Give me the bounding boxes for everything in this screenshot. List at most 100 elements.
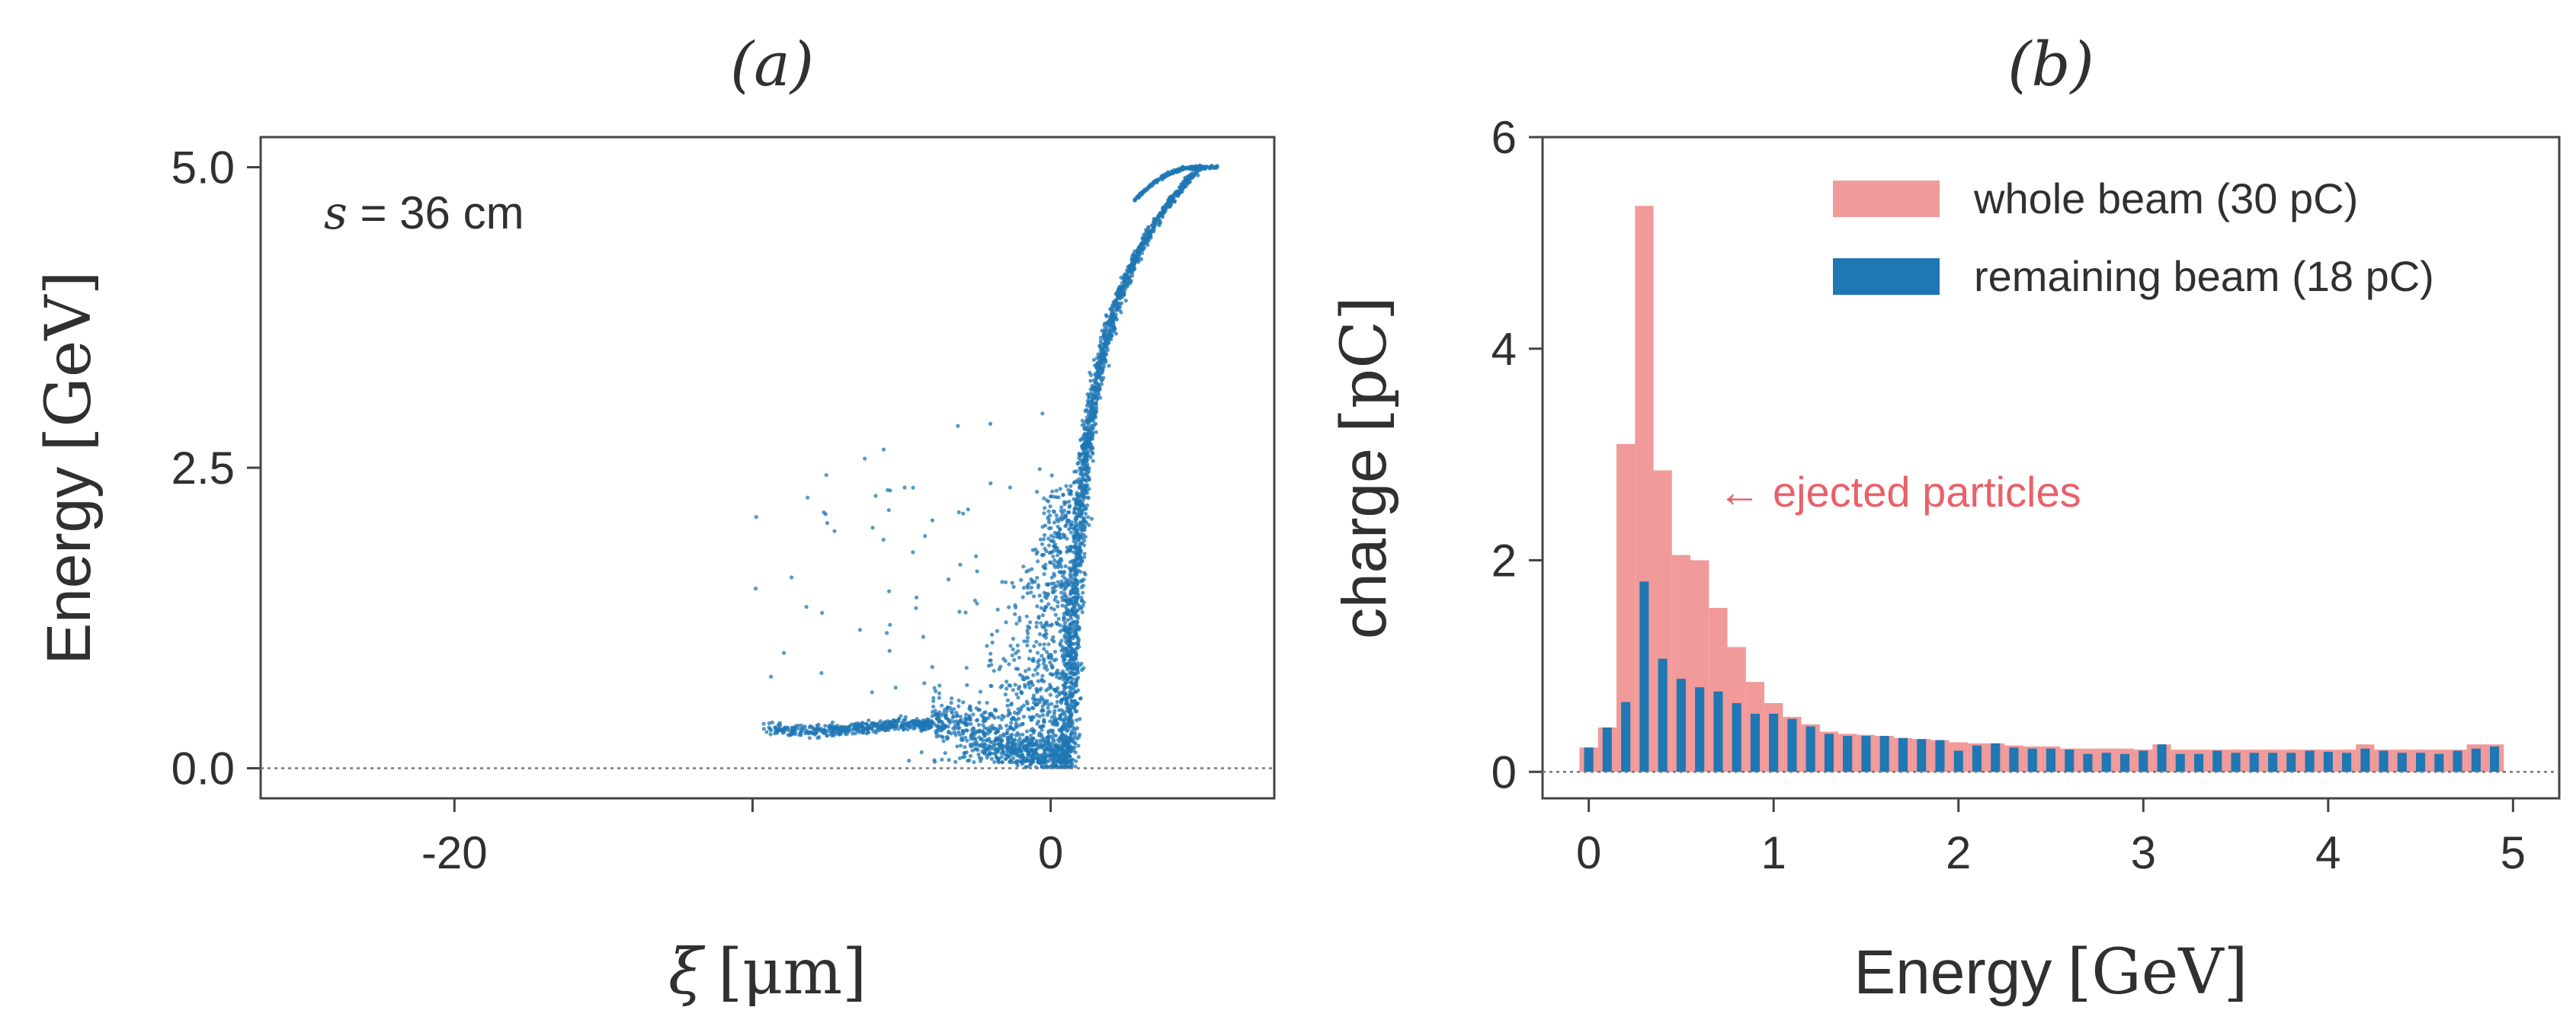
scatter-point (1007, 746, 1011, 750)
scatter-point (1062, 687, 1066, 692)
scatter-point (1155, 177, 1160, 182)
scatter-point (1012, 738, 1017, 743)
scatter-point (1031, 673, 1036, 677)
bar-remaining-beam (1584, 747, 1594, 772)
scatter-point (857, 730, 861, 734)
scatter-point (1030, 754, 1034, 759)
scatter-point (1039, 686, 1043, 691)
scatter-point (893, 724, 898, 729)
scatter-point (988, 481, 993, 486)
scatter-point (889, 725, 893, 730)
scatter-point (1049, 550, 1054, 555)
scatter-point (1087, 395, 1091, 400)
ylabel-word: Energy (34, 467, 104, 665)
scatter-point (1043, 506, 1047, 510)
scatter-point (887, 589, 892, 593)
scatter-point (1082, 525, 1088, 529)
scatter-point (947, 758, 951, 763)
scatter-point (1102, 356, 1107, 360)
scatter-point (1013, 683, 1017, 687)
scatter-point (1021, 745, 1026, 750)
scatter-point (1068, 504, 1072, 508)
scatter-point (1032, 644, 1036, 648)
y-tick-label: 0.0 (171, 743, 235, 795)
scatter-point (817, 735, 822, 740)
scatter-point (951, 714, 956, 718)
xlabel-unit: [μm] (718, 936, 867, 1009)
scatter-point (1104, 360, 1108, 364)
scatter-point (932, 686, 937, 690)
ylabel-word: charge (1330, 448, 1399, 639)
scatter-point (893, 686, 898, 690)
scatter-point (971, 726, 976, 731)
scatter-point (969, 732, 974, 737)
scatter-point (1040, 613, 1045, 618)
scatter-point (1021, 715, 1026, 719)
scatter-point (1062, 500, 1066, 504)
bar-remaining-beam (1713, 691, 1723, 772)
scatter-point (992, 715, 997, 721)
scatter-point (1078, 521, 1083, 526)
scatter-point (1062, 533, 1067, 538)
scatter-point (1066, 518, 1071, 523)
bar-remaining-beam (1750, 713, 1760, 772)
scatter-point (1087, 487, 1091, 491)
scatter-point (985, 701, 989, 705)
y-tick-label: 5.0 (171, 142, 235, 193)
scatter-point (1063, 654, 1068, 658)
bar-remaining-beam (1787, 718, 1797, 772)
scatter-point (931, 699, 936, 703)
scatter-point (958, 562, 963, 567)
bar-remaining-beam (1861, 736, 1871, 772)
scatter-point (1020, 732, 1025, 737)
panel-b-legend: whole beam (30 pC) remaining beam (18 pC… (1833, 174, 2434, 300)
scatter-point (870, 722, 874, 727)
scatter-point (1077, 638, 1081, 642)
scatter-point (1029, 585, 1033, 590)
scatter-point (866, 727, 870, 731)
scatter-point (1088, 409, 1093, 414)
scatter-point (1059, 570, 1063, 575)
scatter-point (1086, 515, 1091, 520)
scatter-point (1048, 719, 1053, 724)
scatter-point (1021, 564, 1026, 569)
scatter-point (1113, 292, 1118, 296)
scatter-point (1136, 260, 1141, 264)
scatter-point (995, 628, 999, 634)
scatter-point (851, 731, 855, 736)
scatter-point (1064, 594, 1069, 600)
scatter-point (1161, 173, 1166, 177)
scatter-point (1019, 689, 1024, 694)
scatter-point (1016, 707, 1020, 711)
scatter-point (1003, 659, 1008, 663)
scatter-point (770, 720, 775, 725)
bar-remaining-beam (2157, 744, 2167, 772)
scatter-point (1065, 550, 1069, 555)
scatter-point (888, 622, 892, 627)
scatter-point (1003, 692, 1008, 697)
scatter-point (1034, 698, 1039, 702)
scatter-point (1074, 709, 1079, 714)
scatter-point (949, 708, 953, 714)
y-tick-label: 6 (1491, 112, 1517, 163)
scatter-point (1075, 718, 1079, 723)
scatter-point (1194, 165, 1199, 170)
scatter-point (1057, 671, 1062, 676)
scatter-point (1054, 721, 1059, 726)
scatter-point (1042, 642, 1046, 647)
scatter-point (1111, 309, 1116, 314)
scatter-point (1098, 352, 1103, 357)
scatter-point (951, 726, 956, 731)
scatter-point (1080, 559, 1085, 564)
scatter-point (1053, 759, 1057, 763)
scatter-point (988, 730, 992, 734)
scatter-point (916, 723, 921, 728)
scatter-point (825, 733, 830, 738)
scatter-point (1067, 602, 1072, 606)
annotation-math-s: s (324, 187, 348, 240)
scatter-point (1062, 591, 1067, 596)
scatter-point (1136, 195, 1140, 200)
scatter-point (753, 587, 758, 591)
scatter-point (1021, 586, 1027, 590)
scatter-point (1072, 480, 1077, 484)
